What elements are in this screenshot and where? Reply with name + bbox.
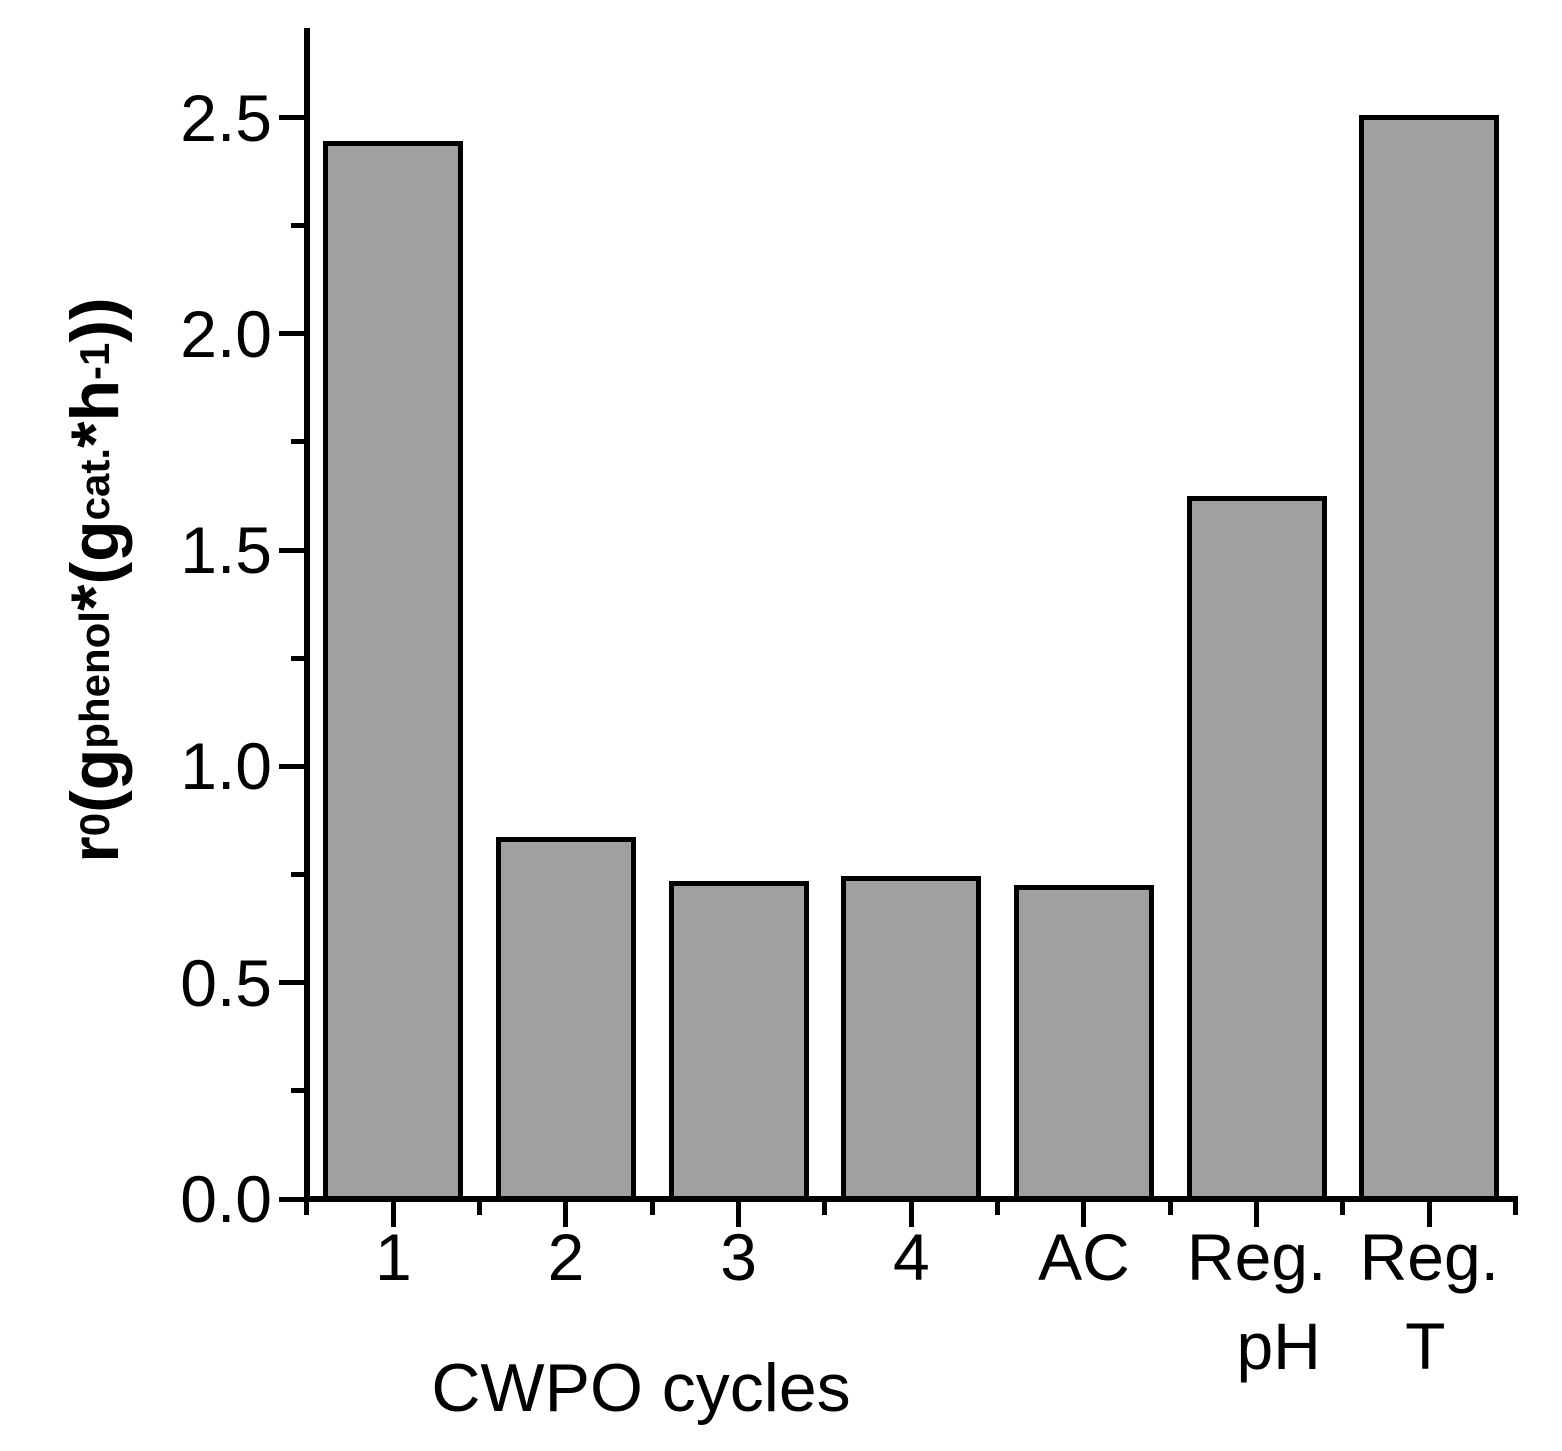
bar-1: [323, 140, 464, 1202]
x-tick-label-line2: T: [1405, 1309, 1446, 1383]
y-major-tick: [279, 547, 304, 553]
y-axis-title-segment: *(g: [57, 520, 133, 612]
x-tick-label-line2: pH: [1236, 1309, 1321, 1383]
bar-4: [841, 876, 982, 1202]
bar-3: [668, 880, 809, 1202]
y-axis-title-segment: phenol: [71, 611, 118, 749]
x-minor-tick: [995, 1202, 1001, 1215]
x-major-tick: [390, 1202, 396, 1227]
y-axis-title-segment: 0: [71, 812, 118, 837]
y-major-tick: [279, 763, 304, 769]
y-major-tick: [279, 115, 304, 120]
x-major-tick: [908, 1202, 914, 1227]
y-tick-label: 1.5: [180, 513, 272, 588]
x-major-tick: [736, 1202, 742, 1227]
y-minor-tick: [291, 1088, 304, 1094]
x-minor-tick: [1340, 1202, 1346, 1215]
x-axis-line: [304, 1196, 1518, 1202]
y-minor-tick: [291, 223, 304, 229]
y-major-tick: [279, 1196, 304, 1202]
y-tick-label: 2.5: [180, 80, 272, 155]
y-minor-tick: [291, 872, 304, 878]
x-tick-label: AC: [1038, 1220, 1130, 1294]
y-tick-label: 0.0: [180, 1162, 272, 1236]
x-tick-label: Reg.: [1186, 1220, 1327, 1294]
x-tick-label: Reg.: [1359, 1220, 1500, 1294]
x-major-tick: [1081, 1202, 1087, 1227]
x-minor-tick: [1513, 1202, 1519, 1215]
y-axis-title-segment: cat.: [71, 447, 118, 521]
x-minor-tick: [477, 1202, 483, 1215]
x-tick-label: 3: [720, 1220, 757, 1294]
y-axis-title-segment: *h: [57, 379, 133, 448]
y-minor-tick: [291, 439, 304, 445]
x-major-tick: [1254, 1202, 1260, 1227]
bar-reg-ph: [1186, 495, 1327, 1202]
x-major-tick: [563, 1202, 569, 1227]
y-major-tick: [279, 980, 304, 986]
y-major-tick: [279, 331, 304, 337]
y-axis-title-segment: )): [57, 297, 133, 343]
y-tick-label: 1.0: [180, 729, 272, 804]
y-axis-line: [304, 28, 310, 1202]
y-tick-label: 0.5: [180, 945, 272, 1020]
y-axis-title-segment: r: [57, 836, 133, 863]
x-major-tick: [1426, 1202, 1432, 1227]
x-minor-tick: [822, 1202, 828, 1215]
bar-ac: [1013, 885, 1154, 1202]
x-tick-label: 4: [892, 1220, 930, 1294]
x-minor-tick: [304, 1202, 310, 1215]
x-minor-tick: [1167, 1202, 1173, 1215]
x-minor-tick: [649, 1202, 655, 1215]
y-axis-title-segment: -1: [71, 342, 118, 380]
x-tick-label: 1: [374, 1220, 412, 1294]
bar-2: [495, 837, 636, 1202]
y-tick-label: 2.0: [180, 296, 272, 371]
x-axis-title: CWPO cycles: [431, 1350, 851, 1426]
y-minor-tick: [291, 655, 304, 661]
x-tick-label: 2: [547, 1220, 585, 1294]
y-axis-title-segment: (g: [57, 748, 133, 813]
bar-reg-t: [1359, 115, 1500, 1202]
